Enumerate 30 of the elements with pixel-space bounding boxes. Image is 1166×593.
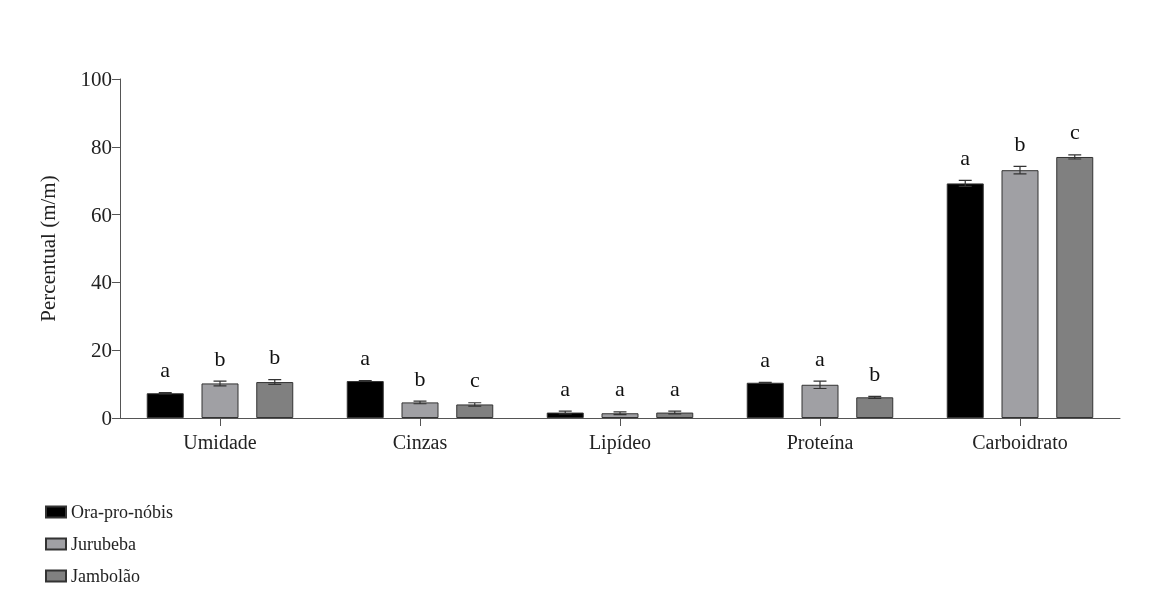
data-label: b [414,365,426,391]
data-label: b [1014,130,1026,156]
legend-label: Jambolão [71,566,140,586]
x-tick-label: Cinzas [392,431,448,453]
x-tick-label: Carboidrato [972,431,1068,453]
data-label: a [760,346,771,372]
legend-label: Jurubeba [71,534,136,554]
y-tick-label: 100 [80,67,112,91]
data-label: a [960,144,971,170]
data-label: b [269,344,281,370]
legend-label: Ora-pro-nóbis [71,502,173,522]
x-tick-label: Umidade [183,431,257,453]
y-tick-label: 40 [91,270,112,295]
y-tick-label: 60 [91,202,112,227]
data-label: a [669,375,680,401]
y-axis-title: Percentual (m/m) [35,175,60,322]
data-label: a [615,376,626,402]
data-label: c [1069,119,1080,145]
data-label: b [869,360,881,386]
data-label: a [160,357,171,383]
data-label: a [560,375,571,401]
x-tick-label: Proteína [786,431,854,453]
data-label: b [214,345,226,371]
y-tick-label: 0 [101,406,112,430]
y-tick-label: 80 [91,134,112,159]
y-tick-label: 20 [91,338,112,363]
x-tick-label: Lipídeo [588,431,652,454]
data-label: a [815,345,826,371]
data-label: a [360,345,371,371]
data-label: c [469,367,480,393]
